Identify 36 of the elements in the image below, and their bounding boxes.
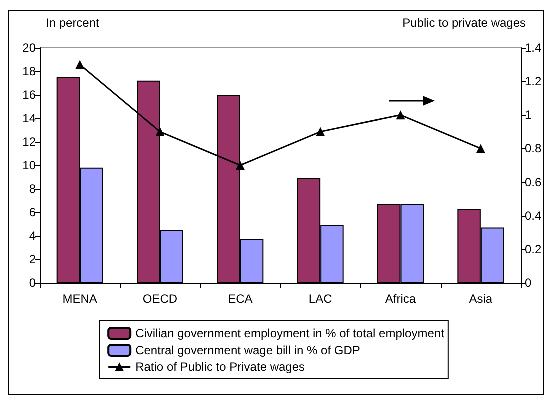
y-tick-label: 12 — [22, 135, 36, 149]
x-tick-label: OECD — [142, 292, 178, 306]
y-tick-label: 18 — [22, 64, 36, 78]
y2-tick-label: 1.2 — [525, 74, 542, 89]
y-axis-title: In percent — [46, 16, 100, 30]
y-tick-label: 4 — [29, 229, 36, 243]
y2-tick-label: 0 — [525, 276, 532, 290]
point — [76, 60, 85, 70]
y2-tick-label: 1.4 — [525, 41, 542, 55]
point — [396, 110, 406, 120]
point — [476, 144, 486, 154]
y-tick-label: 6 — [29, 206, 36, 220]
y-tick-label: 14 — [22, 112, 36, 126]
y-tick-label: 20 — [22, 41, 36, 55]
x-tick-label: Asia — [469, 292, 493, 306]
y-tick-label: 10 — [22, 158, 36, 172]
legend-label: Ratio of Public to Private wages — [136, 360, 306, 374]
point — [236, 161, 245, 170]
y-tick-label: 0 — [29, 276, 36, 290]
x-tick-label: ECA — [228, 292, 253, 306]
y2-axis-title: Public to private wages — [402, 16, 526, 30]
y-tick-label: 16 — [22, 88, 36, 102]
legend-label: Civilian government employment in % of total employment — [136, 326, 446, 340]
y2-tick-label: 0.4 — [525, 208, 542, 223]
point — [316, 127, 326, 136]
legend-label: Central government wage bill in % of GDP — [136, 344, 360, 358]
y-tick-label: 2 — [29, 252, 36, 266]
y2-tick-label: 0.8 — [525, 142, 542, 156]
x-tick-label: MENA — [62, 292, 98, 306]
x-tick-label: LAC — [308, 292, 333, 306]
y-tick-label: 8 — [29, 182, 36, 196]
y2-tick-label: 0.2 — [525, 242, 542, 256]
y2-tick-label: 1 — [525, 108, 532, 122]
point — [156, 127, 165, 136]
x-tick-label: Africa — [385, 292, 416, 306]
y2-tick-label: 0.6 — [525, 175, 542, 190]
